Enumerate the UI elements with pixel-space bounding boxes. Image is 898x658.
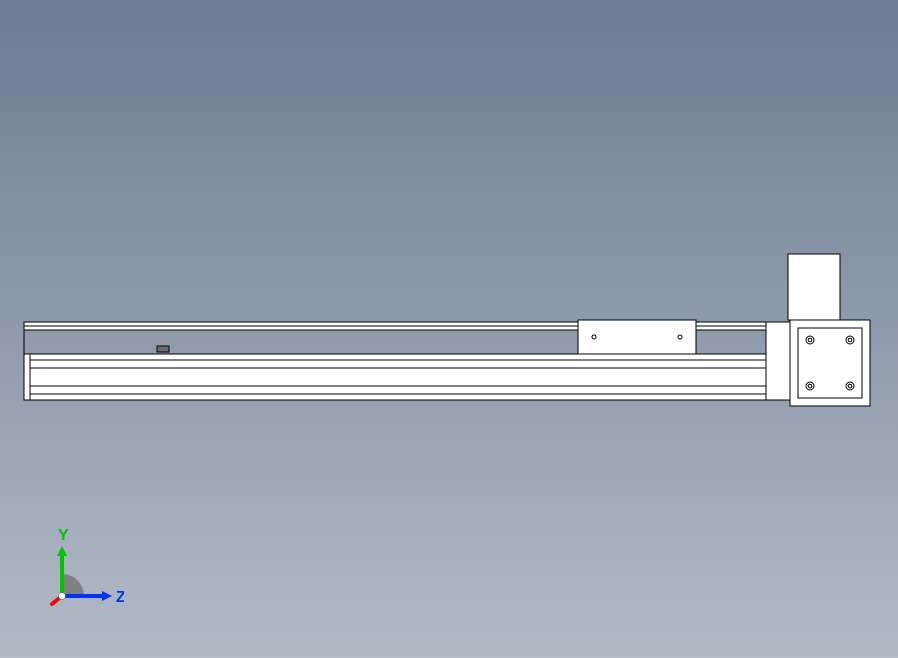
cad-viewport[interactable]: YZ	[0, 0, 898, 658]
model-svg	[0, 0, 898, 658]
triad-y-label: Y	[58, 527, 69, 544]
view-triad: YZ	[32, 526, 124, 618]
triad-z-label: Z	[116, 589, 124, 606]
